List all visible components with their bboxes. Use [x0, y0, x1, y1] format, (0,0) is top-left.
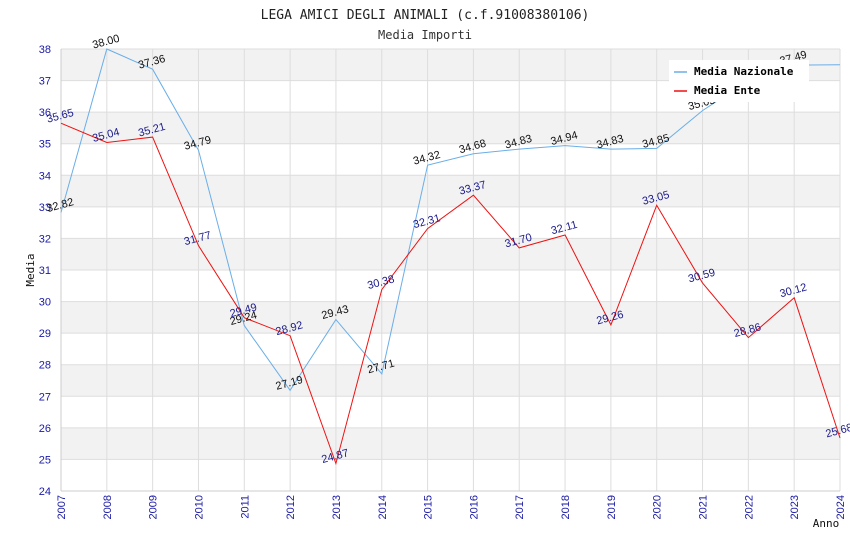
chart-title: LEGA AMICI DEGLI ANIMALI (c.f.9100838010… [261, 8, 590, 23]
y-tick-label: 28 [39, 360, 51, 372]
data-label: 25.68 [824, 422, 850, 441]
x-tick-label: 2018 [560, 495, 572, 519]
x-tick-label: 2013 [331, 495, 343, 519]
y-tick-label: 35 [39, 139, 51, 151]
y-tick-label: 29 [39, 328, 51, 340]
plot-band [61, 270, 840, 302]
chart-subtitle: Media Importi [378, 28, 472, 42]
series-line-nazionale [60, 48, 841, 392]
x-axis-label: Anno [813, 517, 840, 530]
plot-band [61, 396, 840, 428]
y-tick-label: 25 [39, 454, 51, 466]
legend: Media Nazionale Media Ente [669, 60, 809, 102]
gridlines [60, 48, 841, 492]
y-axis-ticks: 24 25 26 27 28 29 30 31 32 33 34 35 36 37 38 [39, 44, 51, 498]
x-tick-label: 2020 [652, 495, 664, 519]
y-tick-label: 36 [39, 107, 51, 119]
x-tick-label: 2008 [102, 495, 114, 519]
y-axis-label: Media [24, 253, 37, 286]
y-tick-label: 26 [39, 423, 51, 435]
x-tick-label: 2022 [743, 495, 755, 519]
plot-band [61, 333, 840, 365]
x-tick-label: 2012 [285, 495, 297, 519]
x-tick-label: 2009 [148, 495, 160, 519]
x-tick-label: 2014 [377, 495, 389, 519]
y-tick-label: 27 [39, 391, 51, 403]
x-tick-label: 2019 [606, 495, 618, 519]
x-tick-label: 2007 [56, 495, 68, 519]
x-tick-label: 2010 [193, 495, 205, 519]
x-tick-label: 2011 [239, 495, 251, 519]
y-tick-label: 32 [39, 233, 51, 245]
x-axis-ticks: 2007 2008 2009 2010 2011 2012 2013 2014 2015 2016… [56, 495, 847, 519]
plot-band [61, 364, 840, 397]
y-tick-label: 30 [39, 297, 51, 309]
y-tick-label: 37 [39, 76, 51, 88]
plot-band [61, 459, 840, 491]
x-tick-label: 2024 [835, 495, 847, 519]
legend-label-ente: Media Ente [694, 84, 761, 97]
x-tick-label: 2017 [514, 495, 526, 519]
legend-label-nazionale: Media Nazionale [694, 65, 794, 78]
y-tick-label: 24 [39, 486, 51, 498]
plot-band [61, 301, 840, 334]
series-lines [60, 48, 841, 466]
legend-box [669, 60, 809, 102]
x-tick-label: 2023 [789, 495, 801, 519]
x-tick-label: 2015 [423, 495, 435, 519]
plot-band [61, 175, 840, 207]
x-tick-label: 2016 [468, 495, 480, 519]
y-tick-label: 33 [39, 202, 51, 214]
y-tick-label: 34 [39, 170, 51, 182]
plot-band [61, 112, 840, 144]
y-tick-label: 38 [39, 44, 51, 56]
plot-background [61, 49, 840, 491]
plot-band [61, 427, 840, 460]
series-line-ente [60, 122, 841, 466]
x-tick-label: 2021 [698, 495, 710, 519]
y-tick-label: 31 [39, 265, 51, 277]
plot-band [61, 238, 840, 270]
